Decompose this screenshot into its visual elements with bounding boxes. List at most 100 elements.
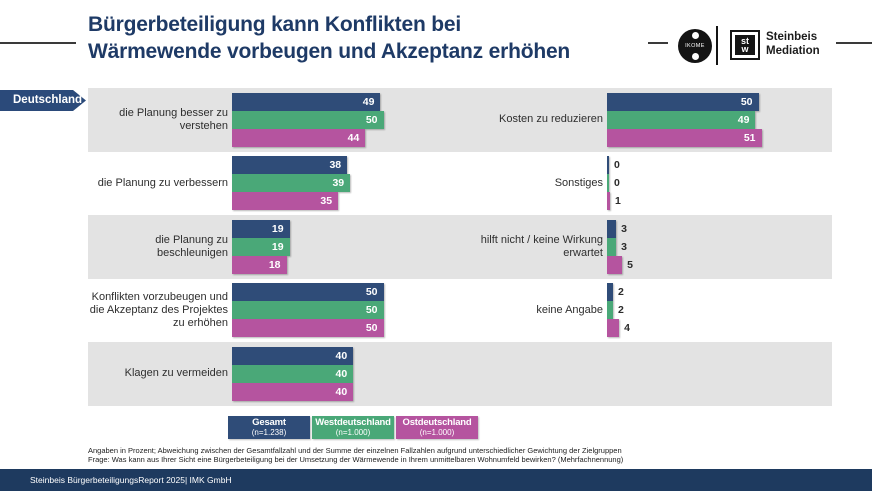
bar-line: 50 xyxy=(232,110,532,129)
steinbeis-wordmark: Steinbeis Mediation xyxy=(766,31,820,58)
ikome-dot-top xyxy=(691,32,699,39)
bar-line: 3 xyxy=(607,219,827,238)
bar-line: 49 xyxy=(607,110,827,129)
bar-value: 35 xyxy=(320,195,333,207)
bar-value: 2 xyxy=(618,304,624,316)
bar-value: 18 xyxy=(268,258,281,271)
bar-gesamt xyxy=(607,219,617,238)
bar-line: 38 xyxy=(232,156,532,174)
ikome-logo-text: IKOME xyxy=(685,43,705,49)
category-label: Sonstiges xyxy=(554,176,603,189)
footer-bar: Steinbeis BürgerbeteiligungsReport 2025|… xyxy=(0,469,872,491)
bar-gesamt: 38 xyxy=(232,156,348,174)
bar-westdeutschland xyxy=(607,301,614,319)
bar-line: 39 xyxy=(232,174,532,192)
bar-value: 50 xyxy=(365,286,378,298)
bar-ostdeutschland xyxy=(607,192,611,210)
legend-item-gesamt: Gesamt (n=1.238) xyxy=(228,416,310,439)
category-label: die Planung zu verbessern xyxy=(97,176,228,189)
bar-line: 40 xyxy=(232,364,532,383)
legend-sample-size: (n=1.000) xyxy=(419,428,455,438)
bar-value: 0 xyxy=(614,177,620,189)
bar-line: 35 xyxy=(232,192,532,210)
bar-ostdeutschland: 50 xyxy=(232,319,384,337)
page-title: Bürgerbeteiligung kann Konflikten bei Wä… xyxy=(88,11,570,65)
footnotes: Angaben in Prozent; Abweichung zwischen … xyxy=(88,446,623,464)
bar-westdeutschland: 19 xyxy=(232,237,290,256)
bar-value: 50 xyxy=(365,113,378,126)
bar-gesamt: 49 xyxy=(232,92,381,111)
bar-line: 50 xyxy=(232,283,532,301)
bar-value: 50 xyxy=(740,95,753,108)
bar-value: 38 xyxy=(329,159,342,171)
chart-row-5: Klagen zu vermeiden 40 40 40 xyxy=(88,342,832,406)
bar-line: 3 xyxy=(607,237,827,256)
legend-series-name: Westdeutschland xyxy=(315,416,391,428)
bar-line: 0 xyxy=(607,156,827,174)
bar-group: 0 0 1 xyxy=(607,156,827,210)
bar-value: 3 xyxy=(621,240,627,253)
bar-group: 49 50 44 xyxy=(232,92,532,147)
header-rule-left xyxy=(648,42,668,44)
bar-gesamt xyxy=(607,156,609,174)
ikome-dot-bottom xyxy=(691,53,699,60)
category-label: die Planung besser zu verstehen xyxy=(119,106,228,132)
bar-line: 4 xyxy=(607,319,827,337)
steinbeis-logo: st w xyxy=(730,30,760,60)
legend-item-ostdeutschland: Ostdeutschland (n=1.000) xyxy=(396,416,478,439)
bar-value: 19 xyxy=(271,222,284,235)
page-title-line1: Bürgerbeteiligung kann Konflikten bei xyxy=(88,13,461,36)
bar-westdeutschland xyxy=(607,237,617,256)
bar-group: 50 50 50 xyxy=(232,283,532,337)
category-label: hilft nicht / keine Wirkung erwartet xyxy=(480,233,603,259)
bar-line: 2 xyxy=(607,283,827,301)
region-banner: Deutschland xyxy=(0,90,86,111)
bar-value: 49 xyxy=(362,95,375,108)
bar-line: 19 xyxy=(232,237,532,256)
category-label: Kosten zu reduzieren xyxy=(499,113,603,126)
bar-ostdeutschland: 51 xyxy=(607,128,762,147)
category-label: die Planung zu beschleunigen xyxy=(155,233,228,259)
legend-sample-size: (n=1.238) xyxy=(251,428,287,438)
steinbeis-wordmark-line1: Steinbeis xyxy=(766,31,818,43)
bar-value: 5 xyxy=(627,258,633,271)
bar-line: 50 xyxy=(607,92,827,111)
bar-line: 5 xyxy=(607,255,827,274)
bar-line: 50 xyxy=(232,301,532,319)
bar-gesamt: 50 xyxy=(232,283,384,301)
bar-line: 44 xyxy=(232,128,532,147)
bar-value: 1 xyxy=(615,195,621,207)
bar-westdeutschland: 40 xyxy=(232,364,354,383)
bar-westdeutschland: 50 xyxy=(232,110,384,129)
steinbeis-logo-w: w xyxy=(741,44,749,54)
bar-line: 2 xyxy=(607,301,827,319)
bar-value: 0 xyxy=(614,159,620,171)
chart-legend: Gesamt (n=1.238) Westdeutschland (n=1.000) O… xyxy=(228,416,478,439)
bar-value: 50 xyxy=(365,304,378,316)
bar-line: 50 xyxy=(232,319,532,337)
bar-westdeutschland: 39 xyxy=(232,174,351,192)
footnote-line2: Frage: Was kann aus Ihrer Sicht eine Bür… xyxy=(88,455,624,464)
bar-value: 49 xyxy=(737,113,750,126)
category-label: Klagen zu vermeiden xyxy=(124,367,228,380)
category-label: keine Angabe xyxy=(536,303,603,316)
category-label: Konflikten vorzubeugen und die Akzeptanz… xyxy=(89,290,228,329)
bar-gesamt: 40 xyxy=(232,346,354,365)
bar-value: 51 xyxy=(743,131,756,144)
footer-source-text: Steinbeis BürgerbeteiligungsReport 2025|… xyxy=(30,475,232,485)
bar-ostdeutschland xyxy=(607,255,623,274)
bar-line: 1 xyxy=(607,192,827,210)
chart-row-1: die Planung besser zu verstehen 49 50 44 Kos… xyxy=(88,88,832,152)
bar-ostdeutschland: 40 xyxy=(232,382,354,401)
bar-value: 39 xyxy=(332,177,345,189)
bar-gesamt xyxy=(607,283,614,301)
legend-sample-size: (n=1.000) xyxy=(335,428,371,438)
bar-group: 2 2 4 xyxy=(607,283,827,337)
bar-ostdeutschland xyxy=(607,319,620,337)
bar-line: 40 xyxy=(232,346,532,365)
bar-chart: die Planung besser zu verstehen 49 50 44 Kos… xyxy=(88,88,832,406)
bar-value: 44 xyxy=(347,131,360,144)
chart-row-3: die Planung zu beschleunigen 19 19 18 hilft … xyxy=(88,215,832,279)
bar-line: 51 xyxy=(607,128,827,147)
